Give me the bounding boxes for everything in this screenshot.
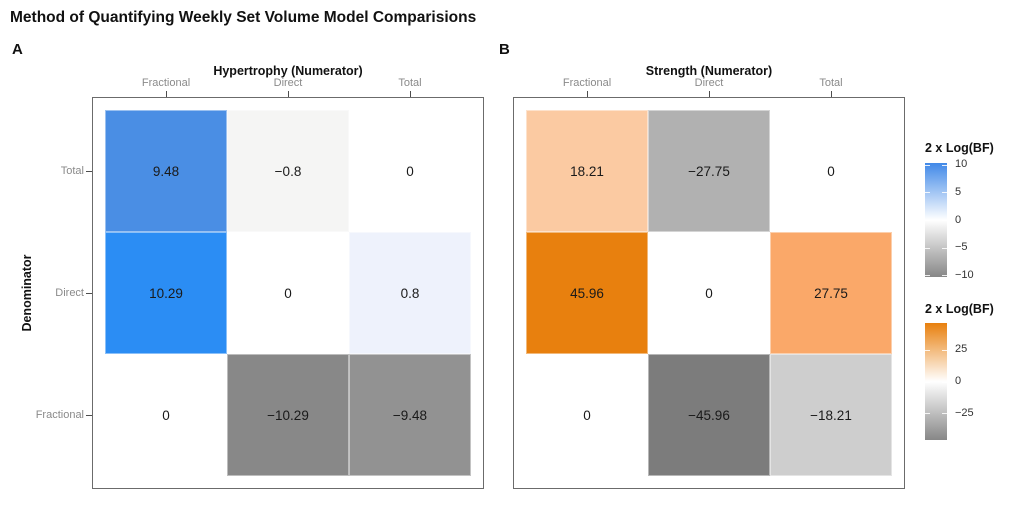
y-tick-direct: Direct (0, 232, 92, 354)
heatmap-grid-a: 9.48 −0.8 0 10.29 0 0.8 0 −10.29 −9.48 (105, 110, 471, 476)
x-tick-mark (287, 91, 289, 97)
heatmap-cell-b-0: 18.21 (526, 110, 648, 232)
heatmap-cell-b-7: −45.96 (648, 354, 770, 476)
heatmap-cell-a-2: 0 (349, 110, 471, 232)
x-tick-fractional: Fractional (105, 76, 227, 97)
heatmap-cell-a-3: 10.29 (105, 232, 227, 354)
heatmap-cell-a-7: −10.29 (227, 354, 349, 476)
x-tick-total: Total (770, 76, 892, 97)
colorbar-1 (925, 163, 947, 277)
x-tick-direct: Direct (648, 76, 770, 97)
legend-tick-mark-1 (925, 164, 930, 166)
heatmap-cell-b-6: 0 (526, 354, 648, 476)
x-tick-mark (708, 91, 710, 97)
legend-tick-mark-1 (942, 164, 947, 166)
legend-tick-mark-1 (925, 247, 930, 249)
legend-tick-mark-2 (925, 349, 930, 351)
x-tick-total: Total (349, 76, 471, 97)
heatmap-cell-a-8: −9.48 (349, 354, 471, 476)
axis-title-a: Hypertrophy (Numerator) (213, 64, 363, 78)
x-tick-labels-a: Fractional Direct Total (105, 76, 471, 97)
legend-tick-label-1: 10 (955, 158, 968, 171)
legend-tick-mark-1 (925, 220, 930, 221)
legend-title-2: 2 x Log(BF) (925, 302, 994, 316)
legend-tick-mark-1 (925, 192, 930, 194)
figure-title: Method of Quantifying Weekly Set Volume … (10, 9, 477, 26)
x-tick-direct: Direct (227, 76, 349, 97)
x-tick-mark (409, 91, 411, 97)
legend-tick-mark-2 (942, 381, 947, 383)
x-tick-label: Fractional (141, 77, 191, 89)
heatmap-cell-b-5: 27.75 (770, 232, 892, 354)
heatmap-grid-b: 18.21 −27.75 0 45.96 0 27.75 0 −45.96 −18.21 (526, 110, 892, 476)
legend-tick-label-1: 0 (955, 213, 962, 226)
legend-title-1: 2 x Log(BF) (925, 141, 994, 155)
legend-tick-mark-2 (942, 413, 947, 415)
legend-tick-mark-1 (942, 275, 947, 277)
panel-label-b: B (499, 41, 510, 58)
heatmap-cell-a-5: 0.8 (349, 232, 471, 354)
y-tick-mark (86, 414, 92, 416)
legend-tick-label-1: −5 (955, 241, 968, 254)
x-tick-mark (830, 91, 832, 97)
colorbar-2 (925, 323, 947, 440)
legend-tick-label-1: −10 (955, 268, 974, 281)
heatmap-cell-a-6: 0 (105, 354, 227, 476)
x-tick-label: Total (398, 77, 422, 89)
legend-tick-mark-2 (942, 349, 947, 351)
heatmap-cell-b-2: 0 (770, 110, 892, 232)
y-tick-mark (86, 292, 92, 294)
y-tick-labels: Total Direct Fractional (0, 110, 92, 476)
y-tick-fractional: Fractional (0, 354, 92, 476)
x-tick-labels-b: Fractional Direct Total (526, 76, 892, 97)
y-tick-mark (86, 170, 92, 172)
legend-tick-mark-1 (942, 247, 947, 249)
legend-tick-label-2: 25 (955, 343, 968, 356)
legend-tick-label-1: 5 (955, 185, 962, 198)
x-tick-mark (165, 91, 167, 97)
y-tick-label: Total (60, 165, 84, 177)
heatmap-cell-a-0: 9.48 (105, 110, 227, 232)
heatmap-cell-b-4: 0 (648, 232, 770, 354)
x-tick-fractional: Fractional (526, 76, 648, 97)
heatmap-cell-a-4: 0 (227, 232, 349, 354)
heatmap-cell-a-1: −0.8 (227, 110, 349, 232)
heatmap-cell-b-1: −27.75 (648, 110, 770, 232)
legend-tick-label-2: 0 (955, 375, 962, 387)
x-tick-mark (586, 91, 588, 97)
legend-tick-label-2: −25 (955, 406, 974, 419)
y-tick-label: Fractional (35, 409, 84, 421)
x-tick-label: Direct (694, 77, 724, 89)
legend-tick-mark-1 (942, 220, 947, 221)
heatmap-cell-b-3: 45.96 (526, 232, 648, 354)
y-tick-total: Total (0, 110, 92, 232)
legend-tick-mark-2 (925, 381, 930, 383)
legend-tick-mark-2 (925, 413, 930, 415)
legend-tick-mark-1 (925, 275, 930, 277)
heatmap-cell-b-8: −18.21 (770, 354, 892, 476)
panel-label-a: A (12, 41, 23, 58)
legend-tick-mark-1 (942, 192, 947, 194)
y-tick-label: Direct (55, 287, 84, 299)
x-tick-label: Fractional (562, 77, 612, 89)
x-tick-label: Total (819, 77, 843, 89)
x-tick-label: Direct (273, 77, 303, 89)
axis-title-b: Strength (Numerator) (645, 64, 773, 78)
